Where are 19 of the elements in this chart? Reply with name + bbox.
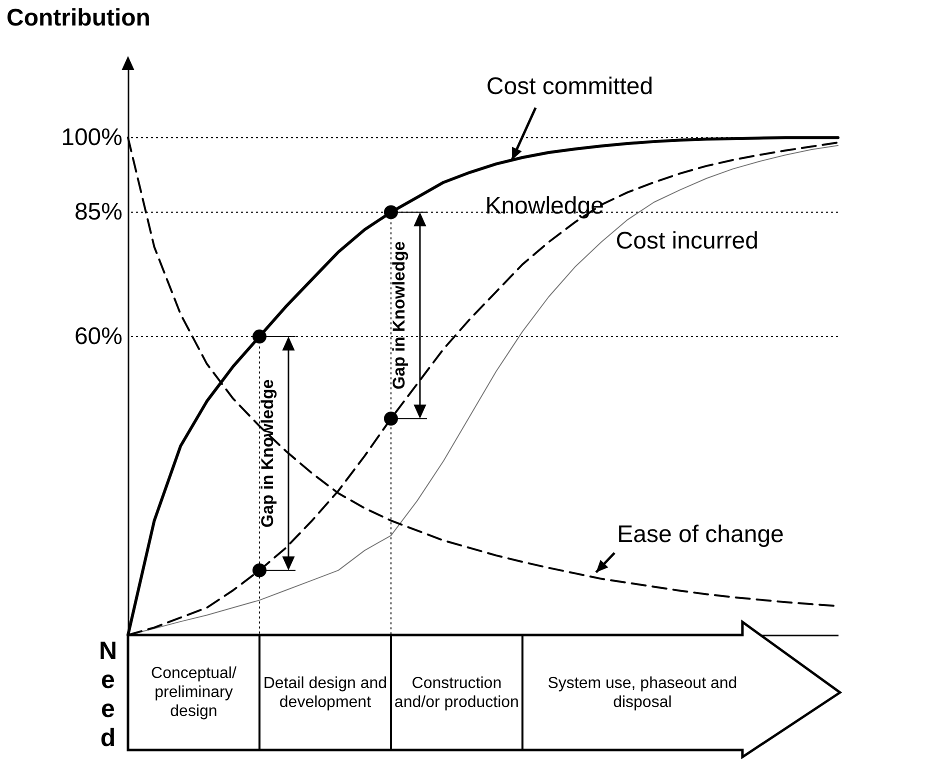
text: System use, phaseout and disposal [546, 674, 738, 712]
text: Need [98, 637, 118, 753]
y-axis-title: Contribution [6, 4, 150, 32]
text: Construction and/or production [394, 674, 520, 712]
annotation: Gap in Knowledge [389, 241, 408, 390]
y-tick-label: 60% [74, 323, 122, 350]
annotation: Gap in Knowledge [258, 379, 277, 528]
series-label: Ease of change [617, 520, 784, 548]
point [384, 205, 398, 220]
series-label: Cost incurred [616, 227, 759, 254]
text: Conceptual/ preliminary design [150, 664, 238, 722]
text: Detail design and development [262, 674, 388, 712]
point [252, 563, 266, 578]
point [252, 330, 266, 344]
series-label: Knowledge [485, 192, 604, 220]
y-tick-label: 85% [74, 198, 122, 226]
point [384, 412, 398, 426]
y-tick-label: 100% [61, 124, 122, 152]
series-label: Cost committed [486, 73, 654, 100]
